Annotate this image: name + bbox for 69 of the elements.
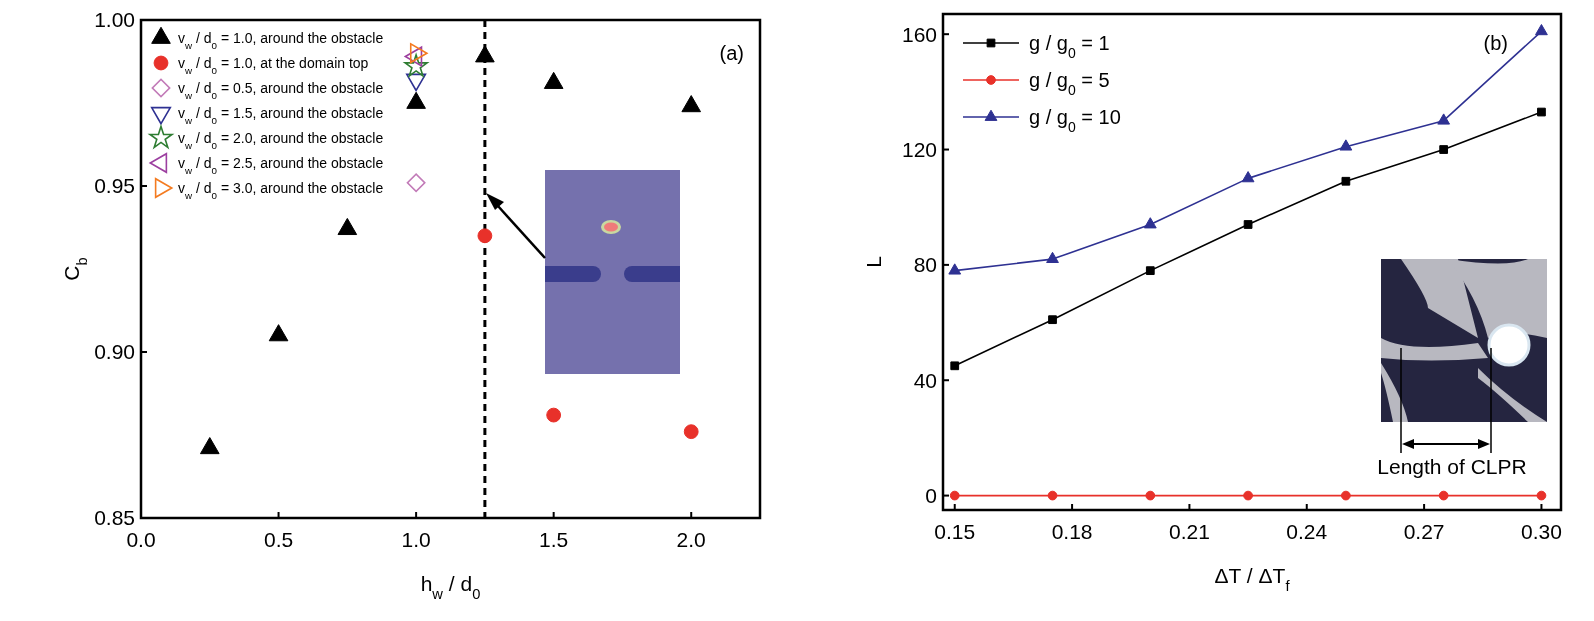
- point: [404, 54, 428, 77]
- point: [1339, 139, 1353, 151]
- point: [477, 228, 493, 244]
- point: [199, 437, 220, 455]
- point: [1535, 24, 1548, 36]
- y-tick-label: 160: [901, 22, 937, 46]
- point: [949, 490, 960, 501]
- x-axis-title: ΔT / ΔT$_{f}$: [1214, 564, 1291, 594]
- legend-label: g / g$_{0}$ = 1: [1029, 32, 1110, 61]
- y-axis-title: L: [862, 256, 885, 268]
- point: [1243, 490, 1253, 501]
- x-tick-label: 0.27: [1403, 520, 1445, 543]
- point: [1145, 266, 1155, 276]
- y-tick-label: 120: [901, 137, 937, 161]
- point: [681, 95, 702, 113]
- point: [1437, 113, 1451, 125]
- point: [1438, 490, 1449, 501]
- point: [1341, 490, 1351, 501]
- point: [950, 361, 960, 371]
- point: [1536, 490, 1547, 501]
- legend-label: v$_{w}$ / d$_{0}$ = 0.5, around the obstacle: [178, 79, 384, 101]
- point: [683, 424, 699, 440]
- legend-label: g / g$_{0}$ = 10: [1029, 106, 1121, 135]
- y-tick-label: 80: [913, 253, 937, 277]
- y-tick-label: 1.00: [94, 8, 135, 32]
- legend-label: v$_{w}$ / d$_{0}$ = 2.0, around the obstacle: [178, 129, 384, 151]
- x-tick-label: 0.0: [126, 528, 156, 551]
- y-tick-label: 0.85: [94, 506, 135, 530]
- legend-label: v$_{w}$ / d$_{0}$ = 1.0, around the obstacle: [178, 29, 384, 51]
- x-tick-label: 0.5: [263, 528, 294, 551]
- y-tick-label: 0.95: [94, 174, 135, 198]
- point: [1341, 176, 1351, 186]
- point: [546, 407, 562, 423]
- y-tick-label: 0.90: [94, 340, 135, 364]
- annotation: (a): [719, 42, 744, 64]
- point: [1047, 490, 1058, 501]
- x-tick-label: 2.0: [676, 528, 706, 551]
- point: [1048, 315, 1057, 325]
- x-axis-title: h$_{w}$ / d$_{0}$: [420, 572, 481, 602]
- point: [1241, 171, 1255, 183]
- point: [1145, 490, 1156, 501]
- y-tick-label: 0: [925, 483, 937, 507]
- point: [1243, 220, 1253, 229]
- legend-label: v$_{w}$ / d$_{0}$ = 3.0, around the obstacle: [178, 179, 384, 201]
- point: [543, 71, 564, 89]
- point: [1143, 217, 1157, 229]
- legend-label: v$_{w}$ / d$_{0}$ = 2.5, around the obstacle: [178, 154, 384, 176]
- annotation: Length of CLPR: [1377, 455, 1527, 478]
- x-tick-label: 0.15: [934, 520, 976, 543]
- legend-label: v$_{w}$ / d$_{0}$ = 1.5, around the obstacle: [178, 104, 384, 126]
- x-tick-label: 0.18: [1051, 520, 1093, 543]
- point: [1046, 251, 1059, 264]
- y-tick-label: 40: [913, 368, 937, 392]
- point: [1537, 107, 1546, 117]
- point: [475, 45, 495, 63]
- point: [268, 324, 289, 342]
- point: [406, 91, 426, 109]
- point: [948, 263, 962, 275]
- point: [1439, 145, 1449, 154]
- x-tick-label: 0.30: [1521, 520, 1562, 543]
- x-tick-label: 1.0: [401, 528, 431, 551]
- point: [406, 173, 426, 193]
- x-tick-label: 1.5: [539, 528, 569, 551]
- legend-label: v$_{w}$ / d$_{0}$ = 1.0, at the domain top: [178, 54, 369, 76]
- x-tick-label: 0.24: [1286, 520, 1328, 543]
- annotation: (b): [1483, 32, 1508, 54]
- legend-label: g / g$_{0}$ = 5: [1029, 69, 1110, 98]
- x-tick-label: 0.21: [1168, 520, 1210, 543]
- point: [337, 217, 358, 236]
